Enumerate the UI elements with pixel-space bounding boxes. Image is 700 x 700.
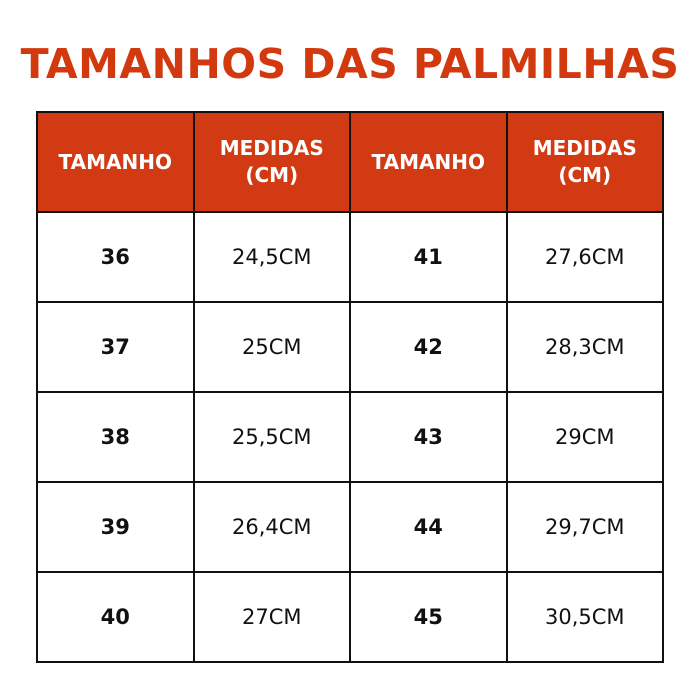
- table-row: 36 24,5CM 41 27,6CM: [36, 211, 664, 303]
- header-measure: MEDIDAS (CM): [192, 111, 351, 213]
- size-cell: 44: [349, 481, 508, 573]
- measure-cell: 26,4CM: [192, 481, 351, 573]
- measure-cell: 28,3CM: [505, 301, 664, 393]
- size-cell: 43: [349, 391, 508, 483]
- table-row: 40 27CM 45 30,5CM: [36, 571, 664, 663]
- measure-cell: 29,7CM: [505, 481, 664, 573]
- size-cell: 42: [349, 301, 508, 393]
- table-row: 39 26,4CM 44 29,7CM: [36, 481, 664, 573]
- size-cell: 38: [36, 391, 195, 483]
- measure-cell: 27CM: [192, 571, 351, 663]
- page-title: TAMANHOS DAS PALMILHAS: [20, 40, 680, 88]
- size-table: TAMANHO MEDIDAS (CM) TAMANHO MEDIDAS (CM) …: [36, 111, 664, 663]
- header-row: TAMANHO MEDIDAS (CM) TAMANHO MEDIDAS (CM): [36, 111, 664, 213]
- size-cell: 45: [349, 571, 508, 663]
- measure-cell: 24,5CM: [192, 211, 351, 303]
- measure-cell: 27,6CM: [505, 211, 664, 303]
- header-size: TAMANHO: [36, 111, 195, 213]
- size-cell: 39: [36, 481, 195, 573]
- size-cell: 36: [36, 211, 195, 303]
- header-size: TAMANHO: [349, 111, 508, 213]
- table-row: 38 25,5CM 43 29CM: [36, 391, 664, 483]
- measure-cell: 30,5CM: [505, 571, 664, 663]
- measure-cell: 25CM: [192, 301, 351, 393]
- size-cell: 41: [349, 211, 508, 303]
- measure-cell: 29CM: [505, 391, 664, 483]
- measure-cell: 25,5CM: [192, 391, 351, 483]
- size-cell: 40: [36, 571, 195, 663]
- header-measure: MEDIDAS (CM): [505, 111, 664, 213]
- table-row: 37 25CM 42 28,3CM: [36, 301, 664, 393]
- size-cell: 37: [36, 301, 195, 393]
